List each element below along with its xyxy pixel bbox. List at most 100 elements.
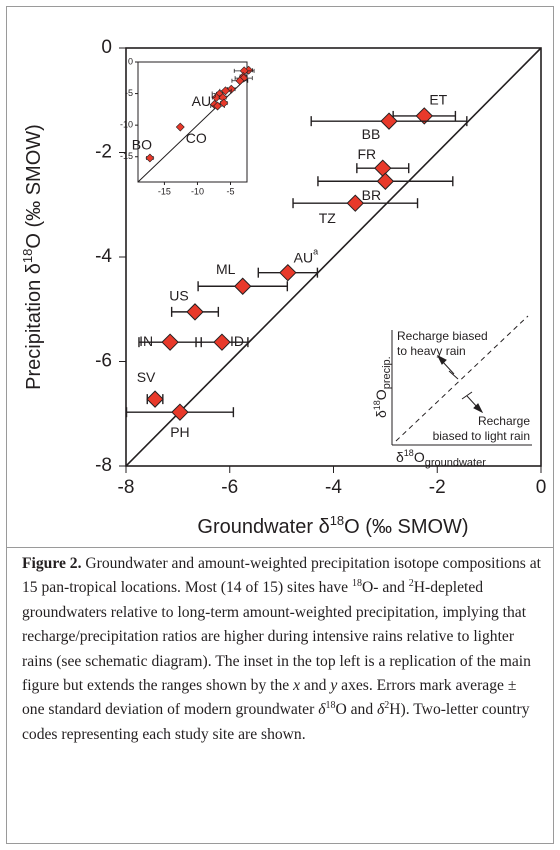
caption-italic: δ [318,701,326,719]
label-sup: 18 [404,448,414,458]
figure-frame [6,6,554,844]
point-label: PH [170,424,189,440]
y-tick-label: 0 [128,56,133,66]
plot-frame [137,61,248,183]
x-tick-label: -15 [158,186,171,196]
label-part: O [414,449,425,465]
schematic-note: biased to light rain [433,429,530,443]
label-part: δ [396,449,404,465]
caption-italic: y [330,677,338,695]
caption-text: axes. Errors mark average ± one standard… [22,677,517,719]
x-tick-label: -4 [325,477,342,498]
caption-text: H). Two-letter country codes representin… [22,701,530,743]
x-axis-title-part: Groundwater δ [197,516,329,538]
chart: Precipitation δ18O (‰ SMOW) Groundwater … [20,37,547,538]
point-label: US [169,288,188,304]
point [145,153,155,163]
x-tick-label: -2 [429,477,446,498]
label-sup: b [211,90,216,100]
label-sub: groundwater [425,457,486,469]
caption-sup: 2 [408,578,414,590]
schematic-y-label: δ18Oprecip. [372,356,393,418]
caption-italic: δ [377,701,385,719]
point-label: ID [230,333,244,349]
point-label: ET [429,92,447,108]
point [376,172,395,190]
schematic-line [395,315,529,442]
caption-text: and [300,677,331,695]
y-tick-label: 0 [101,37,112,58]
point-label: AUb [192,90,216,108]
caption-italic: x [293,677,301,695]
point-label: IN [139,333,153,349]
label-sup: 18 [372,400,382,410]
caption-rule [6,547,553,548]
schematic [391,315,532,446]
point-label: CO [186,130,207,146]
one-to-one-line [137,77,248,183]
point [211,93,221,102]
point [235,76,245,86]
y-tick-label: -15 [120,151,133,161]
caption-text: Groundwater and amount-weighted precipit… [22,555,541,597]
y-tick-label: -5 [125,88,133,98]
label-part: δ [373,410,389,418]
one-to-one-line [125,47,542,467]
point [186,303,204,321]
point [346,194,364,212]
arrow-tick [461,391,473,400]
point-label: BB [362,126,381,142]
y-axis-title-part: Precipitation δ [23,263,45,390]
arrow-head [436,354,447,365]
point [234,277,252,295]
point-label: AUa [294,247,318,265]
point [161,333,179,351]
arrow-head [473,403,484,414]
schematic-note: to heavy rain [397,344,466,358]
point [380,112,398,130]
point [374,159,392,177]
y-tick-label: -10 [120,120,133,130]
y-axis-title: Precipitation δ18O (‰ SMOW) [20,124,45,390]
caption-sup: 18 [325,700,336,712]
caption-text: H-depleted groundwaters relative to long… [22,579,531,695]
point [221,86,230,96]
point [279,263,297,282]
caption-label: Figure 2. [22,555,82,572]
point [415,107,433,125]
caption: Figure 2. Groundwater and amount-weighte… [22,552,542,747]
y-tick-label: -4 [95,246,112,267]
x-tick-label: -10 [191,186,204,196]
label-part: O [373,389,389,400]
label-sup: a [313,247,318,257]
x-tick-label: -6 [221,477,238,498]
y-tick-label: -2 [95,142,112,163]
x-axis-title-sup: 18 [330,513,344,528]
point [213,333,231,351]
point-label: FR [357,146,376,162]
point-label: BR [362,187,381,203]
point [146,390,164,408]
point [219,98,229,108]
point [171,403,189,421]
point-label: SV [137,369,156,385]
label-sub: precip. [381,356,393,389]
y-tick-label: -8 [95,455,112,476]
point-label: ML [216,261,236,277]
arrow-tick [448,370,459,380]
y-axis-title-part: O (‰ SMOW) [23,124,45,248]
point-label: BO [132,137,152,153]
y-axis-title-sup: 18 [20,249,35,263]
arrow [441,360,455,375]
caption-text: O- and [362,579,409,597]
caption-text: O and [335,701,378,719]
x-tick-label: -8 [118,477,135,498]
schematic-note: Recharge biased [397,329,488,343]
y-tick-label: -6 [95,351,112,372]
x-axis-title-part: O (‰ SMOW) [344,516,468,538]
schematic-note: Recharge [478,414,530,428]
x-tick-label: 0 [536,477,547,498]
label-base: AU [294,249,313,265]
caption-sup: 2 [384,700,390,712]
